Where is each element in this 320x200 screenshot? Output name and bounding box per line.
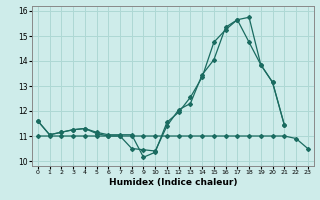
X-axis label: Humidex (Indice chaleur): Humidex (Indice chaleur) bbox=[108, 178, 237, 187]
